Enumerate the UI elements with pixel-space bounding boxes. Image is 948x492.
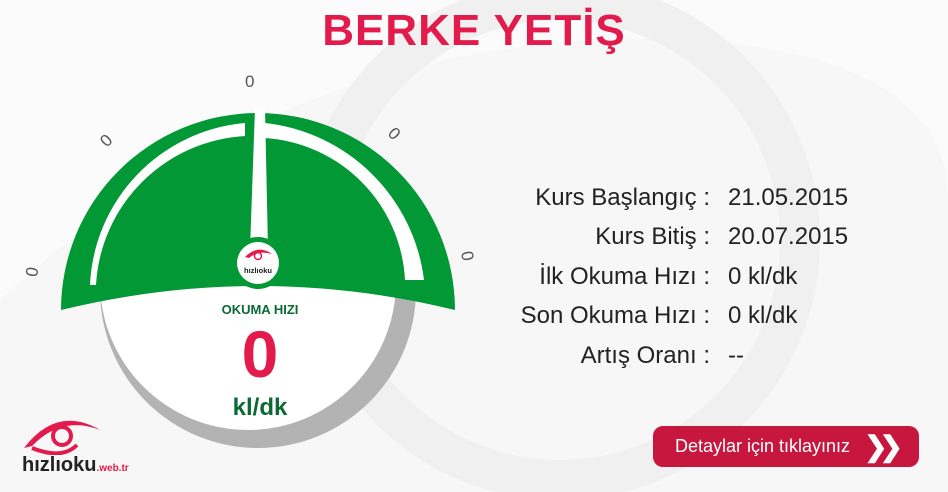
course-info: Kurs Başlangıç : 21.05.2015 Kurs Bitiş : 2… xyxy=(490,178,849,376)
info-row-first-speed: İlk Okuma Hızı : 0 kl/dk xyxy=(490,257,848,297)
speed-gauge: hızlıoku xyxy=(61,108,455,448)
info-row-last-speed: Son Okuma Hızı : 0 kl/dk xyxy=(490,297,848,337)
info-label: Artış Oranı : xyxy=(580,341,710,369)
page-title: BERKE YETİŞ xyxy=(322,6,626,55)
gauge-needle xyxy=(250,108,268,250)
hub-eye-icon xyxy=(245,249,272,258)
gauge-left-band xyxy=(90,123,245,285)
info-value: 0 kl/dk xyxy=(728,302,798,330)
info-label: Kurs Başlangıç : xyxy=(535,183,710,211)
info-label: Kurs Bitiş : xyxy=(595,223,710,251)
info-label: İlk Okuma Hızı : xyxy=(539,262,710,290)
brand-name: hızlıoku xyxy=(22,454,97,476)
info-row-start: Kurs Başlangıç : 21.05.2015 xyxy=(490,178,848,218)
gauge-tick-label: 0 xyxy=(245,72,255,91)
gauge-right-band xyxy=(265,123,424,280)
brand-logo: hızlıoku.web.tr xyxy=(22,410,129,476)
details-button-label: Detaylar için tıklayınız xyxy=(675,436,851,456)
info-value: 0 kl/dk xyxy=(728,262,798,290)
info-value: 21.05.2015 xyxy=(728,183,849,211)
gauge-value: 0 xyxy=(241,317,279,391)
hub-logo-text: hızlıoku xyxy=(244,266,272,275)
gauge-unit: kl/dk xyxy=(232,394,288,421)
double-chevron-right-icon: ❯❯ xyxy=(864,431,903,462)
info-row-increase: Artış Oranı : -- xyxy=(490,336,848,376)
info-value: -- xyxy=(728,341,744,369)
info-label: Son Okuma Hızı : xyxy=(520,302,710,330)
gauge-label: OKUMA HIZI xyxy=(221,302,299,317)
brand-suffix: .web.tr xyxy=(96,463,129,474)
eye-logo-icon xyxy=(24,420,100,456)
details-button[interactable]: Detaylar için tıklayınız ❯❯ xyxy=(653,426,919,467)
info-row-end: Kurs Bitiş : 20.07.2015 xyxy=(490,218,848,258)
info-value: 20.07.2015 xyxy=(728,223,849,251)
